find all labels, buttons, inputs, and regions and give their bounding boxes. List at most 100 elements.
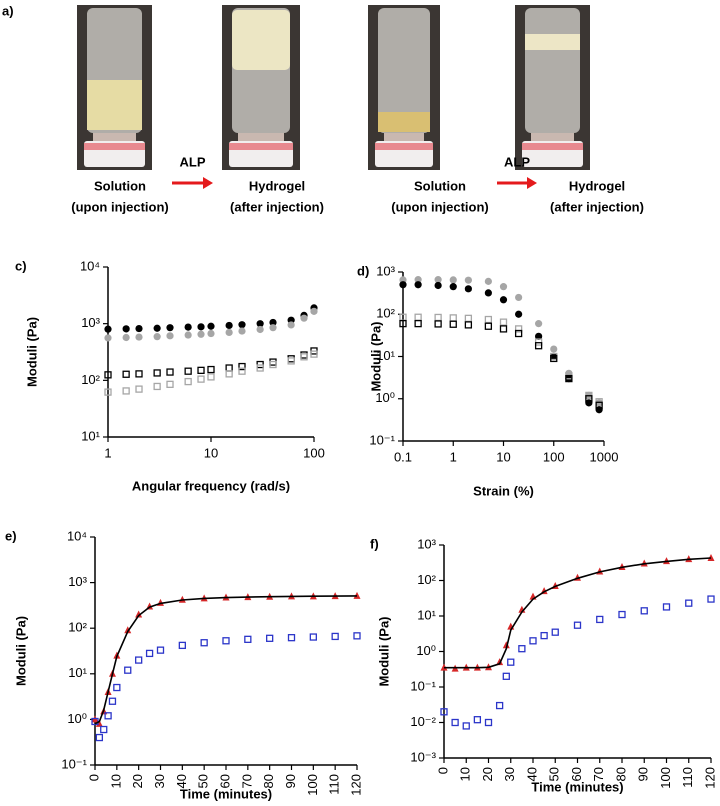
x-tick-label: 120 <box>702 767 717 789</box>
vial-neck <box>531 133 574 141</box>
x-tick-label: 60 <box>569 767 584 781</box>
data-point <box>464 285 472 293</box>
x-tick-label: 100 <box>543 449 565 464</box>
x-tick-label: 0 <box>435 767 450 774</box>
data-point <box>515 293 523 302</box>
y-tick-label: 10⁻¹ <box>369 432 395 447</box>
data-point <box>113 683 121 692</box>
data-point <box>502 672 510 680</box>
data-point <box>596 615 604 624</box>
y-tick-label: 10¹ <box>417 607 436 622</box>
data-point <box>551 628 559 636</box>
data-point <box>484 718 493 727</box>
data-point <box>451 718 459 727</box>
data-point <box>484 322 493 330</box>
data-point <box>707 595 715 603</box>
photo-caption: (after injection) <box>550 199 644 214</box>
data-point <box>434 320 442 328</box>
y-axis-label: Moduli (Pa) <box>368 321 383 391</box>
data-point <box>153 333 161 341</box>
y-tick-label: 10⁴ <box>67 528 87 543</box>
vial-gel <box>232 10 290 70</box>
data-point <box>434 313 442 322</box>
data-point <box>414 276 422 284</box>
data-point <box>449 320 457 328</box>
data-point <box>434 276 442 284</box>
data-point <box>502 641 510 649</box>
data-point <box>207 365 215 374</box>
data-point <box>156 646 165 654</box>
y-tick-label: 10⁻¹ <box>61 756 87 771</box>
x-tick-label: 70 <box>239 774 254 788</box>
y-axis-label: Moduli (Pa) <box>13 616 28 686</box>
data-point <box>310 307 318 315</box>
data-point <box>145 649 154 658</box>
data-point <box>353 632 361 640</box>
photo-caption: Solution <box>94 178 146 193</box>
y-tick-label: 10⁰ <box>375 390 395 405</box>
data-point <box>300 314 308 322</box>
vial-cap-band <box>375 143 433 150</box>
vial-liquid <box>87 80 142 130</box>
y-tick-label: 10⁻¹ <box>410 678 436 693</box>
vial-liquid <box>378 112 430 132</box>
x-tick-label: 1 <box>104 445 111 460</box>
data-point <box>518 645 526 653</box>
data-point <box>104 325 112 333</box>
data-point <box>585 395 593 403</box>
y-tick-label: 10³ <box>376 263 395 278</box>
data-point <box>462 722 470 730</box>
data-point <box>496 658 504 666</box>
data-point <box>184 367 192 375</box>
data-point <box>197 323 205 331</box>
y-tick-label: 10³ <box>68 574 87 589</box>
data-point <box>266 634 274 642</box>
x-tick-label: 10 <box>496 449 510 464</box>
data-point <box>484 315 493 324</box>
data-point <box>550 354 558 363</box>
data-point <box>256 364 264 372</box>
data-point <box>135 333 143 341</box>
x-tick-label: 30 <box>152 774 167 788</box>
data-point <box>535 320 543 328</box>
data-point <box>122 370 130 378</box>
data-point <box>331 632 339 641</box>
data-point <box>200 639 208 647</box>
y-axis-label: Moduli (Pa) <box>24 317 39 387</box>
y-tick-label: 10³ <box>417 536 436 551</box>
data-point <box>135 656 143 664</box>
panel-label: f) <box>370 536 379 551</box>
data-point <box>238 327 246 335</box>
data-point <box>135 610 143 618</box>
y-tick-label: 10² <box>376 306 395 321</box>
x-axis-label: Time (minutes) <box>180 786 272 801</box>
data-point <box>184 323 192 331</box>
panel-label: d) <box>357 263 369 278</box>
data-point <box>399 319 407 328</box>
data-point <box>197 366 205 375</box>
fit-line <box>444 557 712 669</box>
x-tick-label: 40 <box>174 774 189 788</box>
data-point <box>108 697 117 705</box>
data-point <box>707 554 715 562</box>
vial-glass <box>525 8 580 133</box>
data-point <box>269 360 277 369</box>
x-tick-label: 80 <box>261 774 276 788</box>
data-point <box>529 637 537 645</box>
data-point <box>484 289 492 297</box>
data-point <box>464 276 472 284</box>
arrow-label: ALP <box>180 154 206 169</box>
data-point <box>225 364 233 372</box>
arrow-label: ALP <box>504 154 530 169</box>
vial-gel <box>525 34 580 50</box>
data-point <box>464 314 473 322</box>
x-tick-label: 110 <box>327 774 342 795</box>
data-point <box>300 351 308 359</box>
x-axis-label: Angular frequency (rad/s) <box>132 478 290 493</box>
data-point <box>585 399 593 407</box>
data-point <box>534 342 543 350</box>
data-point <box>178 641 186 650</box>
data-point <box>514 325 523 333</box>
data-point <box>104 712 112 720</box>
